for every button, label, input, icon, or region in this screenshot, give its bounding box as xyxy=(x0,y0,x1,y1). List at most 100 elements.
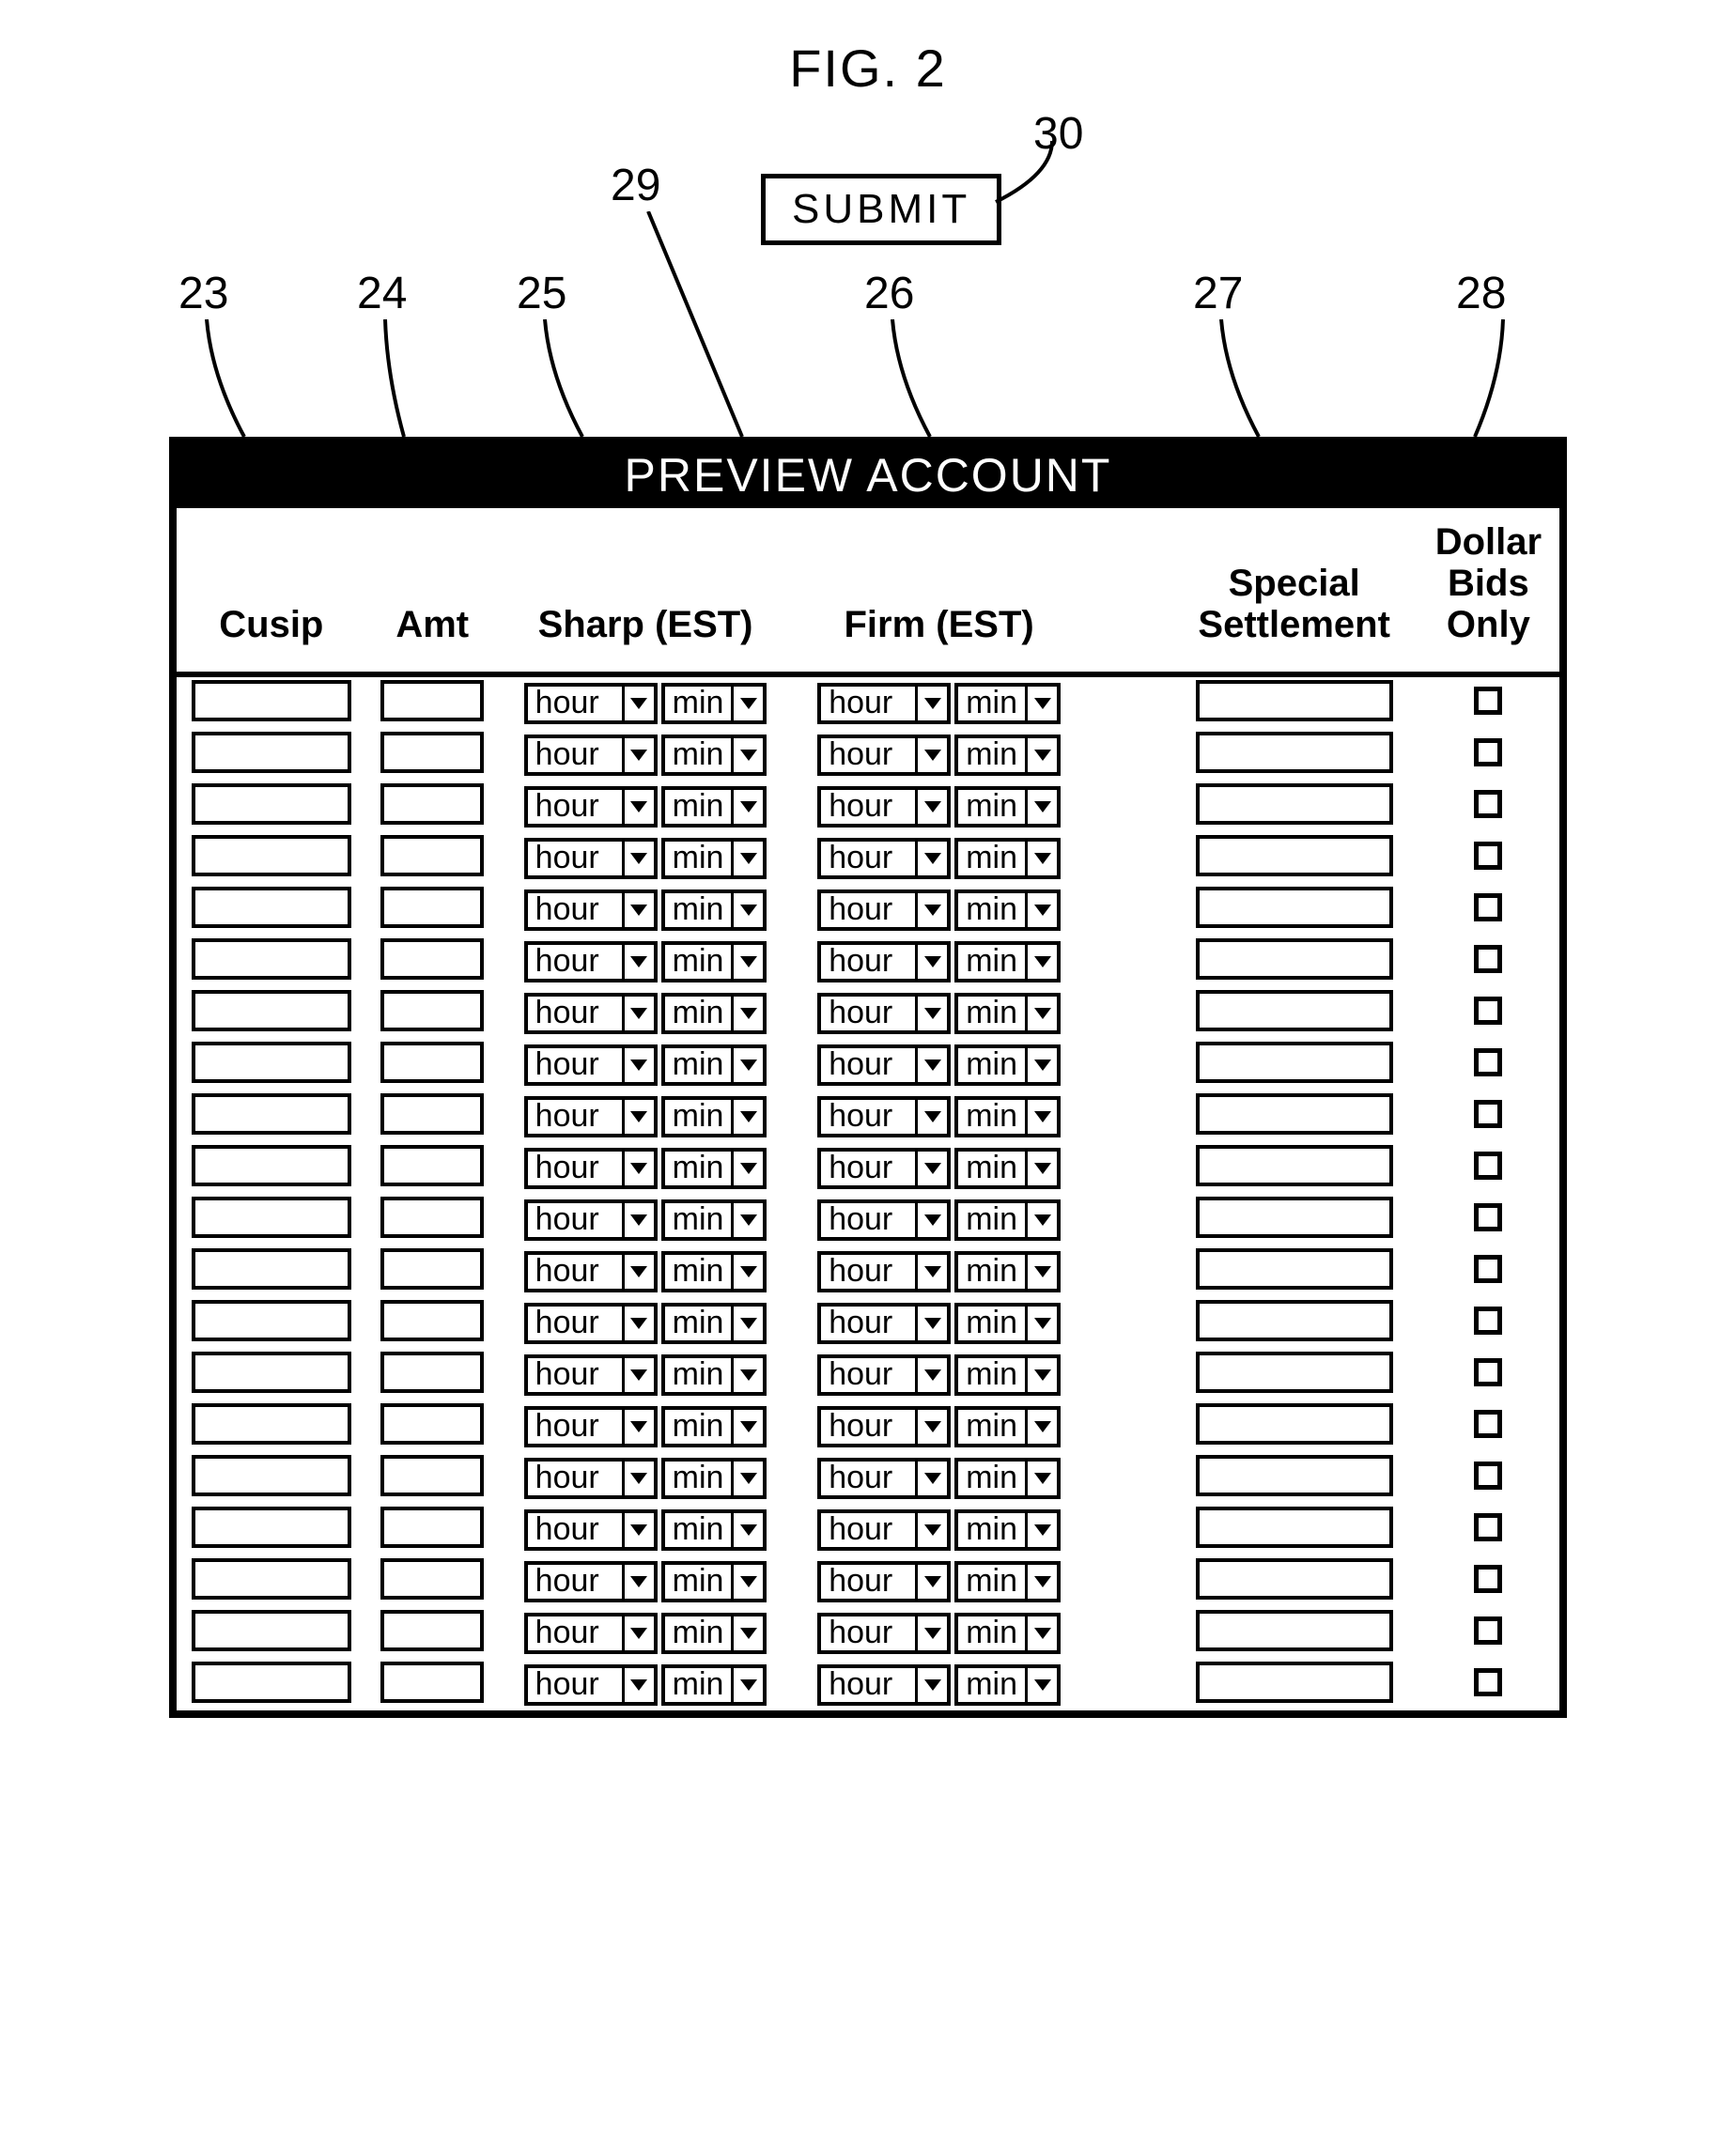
hour-dropdown[interactable]: hour xyxy=(524,1251,658,1292)
special-settlement-input[interactable] xyxy=(1196,938,1393,980)
amt-input[interactable] xyxy=(380,1403,484,1445)
hour-dropdown[interactable]: hour xyxy=(817,1458,951,1499)
min-dropdown[interactable]: min xyxy=(661,1354,767,1396)
min-dropdown[interactable]: min xyxy=(661,993,767,1034)
hour-dropdown[interactable]: hour xyxy=(817,1509,951,1551)
cusip-input[interactable] xyxy=(192,1300,351,1341)
special-settlement-input[interactable] xyxy=(1196,1093,1393,1135)
dollar-bids-checkbox[interactable] xyxy=(1474,1616,1502,1645)
min-dropdown[interactable]: min xyxy=(954,1251,1061,1292)
dollar-bids-checkbox[interactable] xyxy=(1474,842,1502,870)
hour-dropdown[interactable]: hour xyxy=(524,1561,658,1602)
min-dropdown[interactable]: min xyxy=(954,1561,1061,1602)
dollar-bids-checkbox[interactable] xyxy=(1474,1358,1502,1386)
submit-button[interactable]: SUBMIT xyxy=(761,174,1001,245)
hour-dropdown[interactable]: hour xyxy=(524,1303,658,1344)
hour-dropdown[interactable]: hour xyxy=(817,683,951,724)
min-dropdown[interactable]: min xyxy=(661,1096,767,1137)
amt-input[interactable] xyxy=(380,1662,484,1703)
min-dropdown[interactable]: min xyxy=(661,1406,767,1447)
min-dropdown[interactable]: min xyxy=(661,1561,767,1602)
dollar-bids-checkbox[interactable] xyxy=(1474,1462,1502,1490)
hour-dropdown[interactable]: hour xyxy=(524,1044,658,1086)
amt-input[interactable] xyxy=(380,1610,484,1651)
special-settlement-input[interactable] xyxy=(1196,1455,1393,1496)
hour-dropdown[interactable]: hour xyxy=(524,993,658,1034)
dollar-bids-checkbox[interactable] xyxy=(1474,738,1502,766)
special-settlement-input[interactable] xyxy=(1196,1042,1393,1083)
hour-dropdown[interactable]: hour xyxy=(524,1613,658,1654)
hour-dropdown[interactable]: hour xyxy=(524,1148,658,1189)
dollar-bids-checkbox[interactable] xyxy=(1474,893,1502,921)
hour-dropdown[interactable]: hour xyxy=(817,1664,951,1706)
special-settlement-input[interactable] xyxy=(1196,1352,1393,1393)
cusip-input[interactable] xyxy=(192,938,351,980)
hour-dropdown[interactable]: hour xyxy=(817,1044,951,1086)
special-settlement-input[interactable] xyxy=(1196,1403,1393,1445)
hour-dropdown[interactable]: hour xyxy=(817,941,951,982)
min-dropdown[interactable]: min xyxy=(661,1664,767,1706)
dollar-bids-checkbox[interactable] xyxy=(1474,1203,1502,1231)
cusip-input[interactable] xyxy=(192,887,351,928)
special-settlement-input[interactable] xyxy=(1196,680,1393,721)
hour-dropdown[interactable]: hour xyxy=(817,786,951,828)
cusip-input[interactable] xyxy=(192,1507,351,1548)
cusip-input[interactable] xyxy=(192,990,351,1031)
hour-dropdown[interactable]: hour xyxy=(524,1406,658,1447)
hour-dropdown[interactable]: hour xyxy=(524,1199,658,1241)
dollar-bids-checkbox[interactable] xyxy=(1474,1307,1502,1335)
hour-dropdown[interactable]: hour xyxy=(817,1148,951,1189)
cusip-input[interactable] xyxy=(192,680,351,721)
dollar-bids-checkbox[interactable] xyxy=(1474,1565,1502,1593)
amt-input[interactable] xyxy=(380,887,484,928)
amt-input[interactable] xyxy=(380,680,484,721)
dollar-bids-checkbox[interactable] xyxy=(1474,945,1502,973)
hour-dropdown[interactable]: hour xyxy=(817,1406,951,1447)
hour-dropdown[interactable]: hour xyxy=(524,1509,658,1551)
dollar-bids-checkbox[interactable] xyxy=(1474,997,1502,1025)
cusip-input[interactable] xyxy=(192,1662,351,1703)
min-dropdown[interactable]: min xyxy=(954,993,1061,1034)
special-settlement-input[interactable] xyxy=(1196,1197,1393,1238)
hour-dropdown[interactable]: hour xyxy=(817,1354,951,1396)
amt-input[interactable] xyxy=(380,1352,484,1393)
min-dropdown[interactable]: min xyxy=(661,1199,767,1241)
cusip-input[interactable] xyxy=(192,1403,351,1445)
min-dropdown[interactable]: min xyxy=(954,1509,1061,1551)
min-dropdown[interactable]: min xyxy=(954,1613,1061,1654)
amt-input[interactable] xyxy=(380,1248,484,1290)
special-settlement-input[interactable] xyxy=(1196,783,1393,825)
amt-input[interactable] xyxy=(380,1558,484,1600)
hour-dropdown[interactable]: hour xyxy=(524,838,658,879)
dollar-bids-checkbox[interactable] xyxy=(1474,1410,1502,1438)
special-settlement-input[interactable] xyxy=(1196,1507,1393,1548)
amt-input[interactable] xyxy=(380,938,484,980)
special-settlement-input[interactable] xyxy=(1196,990,1393,1031)
hour-dropdown[interactable]: hour xyxy=(524,1096,658,1137)
min-dropdown[interactable]: min xyxy=(954,1664,1061,1706)
hour-dropdown[interactable]: hour xyxy=(524,786,658,828)
hour-dropdown[interactable]: hour xyxy=(817,1199,951,1241)
special-settlement-input[interactable] xyxy=(1196,1610,1393,1651)
min-dropdown[interactable]: min xyxy=(954,735,1061,776)
min-dropdown[interactable]: min xyxy=(661,786,767,828)
hour-dropdown[interactable]: hour xyxy=(817,1613,951,1654)
min-dropdown[interactable]: min xyxy=(954,1199,1061,1241)
dollar-bids-checkbox[interactable] xyxy=(1474,1513,1502,1541)
amt-input[interactable] xyxy=(380,1300,484,1341)
cusip-input[interactable] xyxy=(192,783,351,825)
amt-input[interactable] xyxy=(380,990,484,1031)
min-dropdown[interactable]: min xyxy=(661,1613,767,1654)
dollar-bids-checkbox[interactable] xyxy=(1474,1255,1502,1283)
special-settlement-input[interactable] xyxy=(1196,887,1393,928)
amt-input[interactable] xyxy=(380,1455,484,1496)
hour-dropdown[interactable]: hour xyxy=(817,1251,951,1292)
min-dropdown[interactable]: min xyxy=(661,941,767,982)
special-settlement-input[interactable] xyxy=(1196,732,1393,773)
amt-input[interactable] xyxy=(380,1042,484,1083)
min-dropdown[interactable]: min xyxy=(954,1148,1061,1189)
cusip-input[interactable] xyxy=(192,835,351,876)
hour-dropdown[interactable]: hour xyxy=(817,1303,951,1344)
cusip-input[interactable] xyxy=(192,1145,351,1186)
min-dropdown[interactable]: min xyxy=(954,838,1061,879)
